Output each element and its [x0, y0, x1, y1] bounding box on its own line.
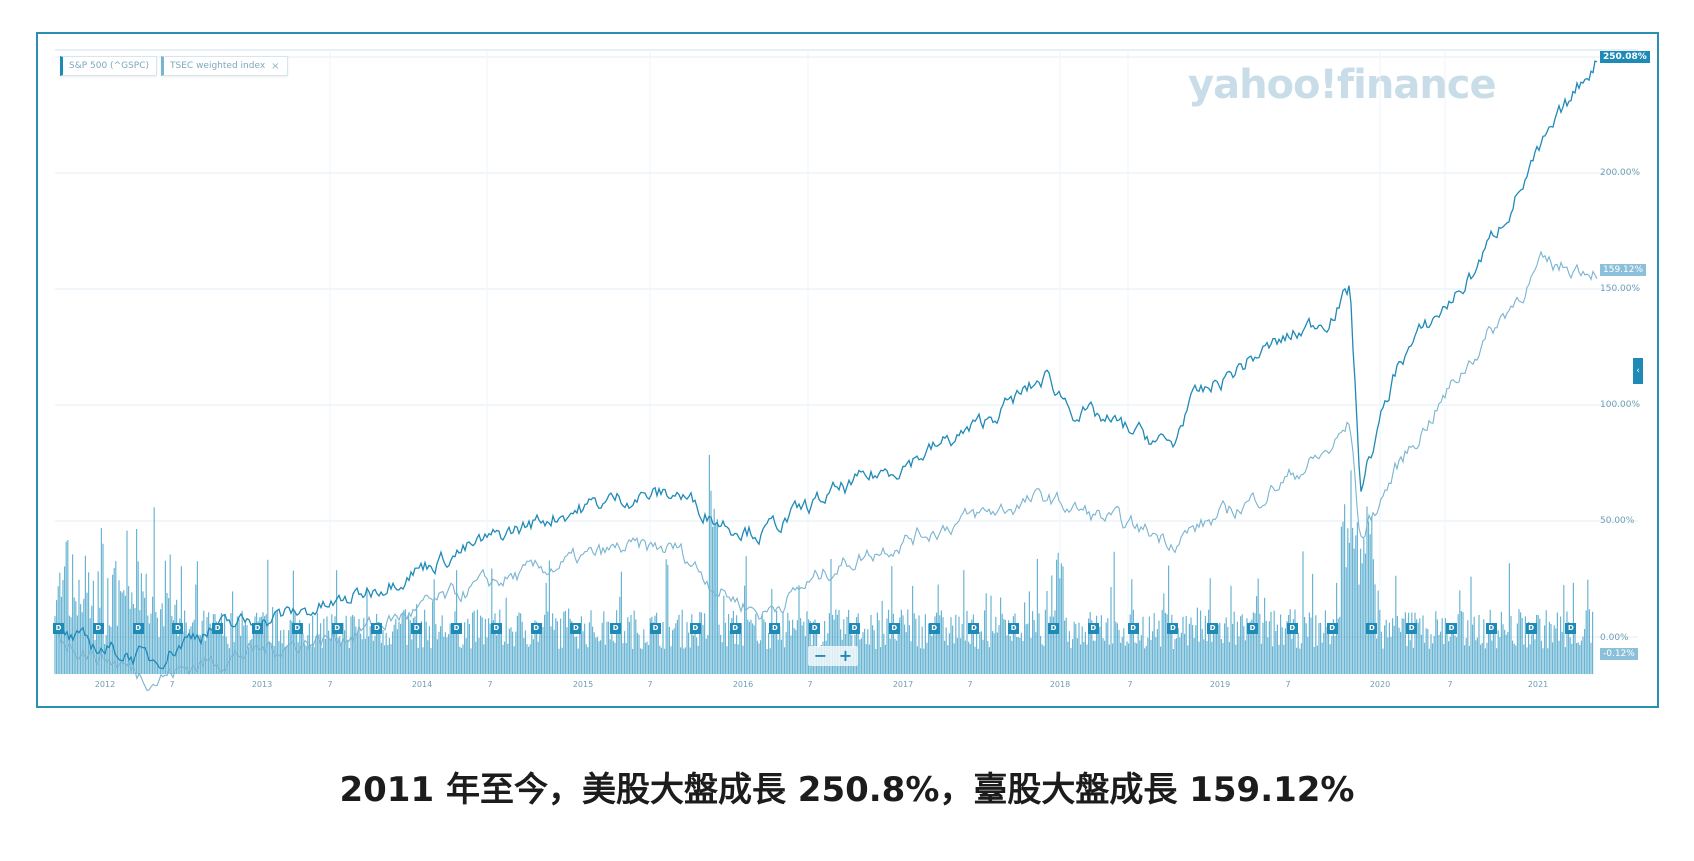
dividend-marker[interactable]: D — [371, 623, 383, 634]
dividend-marker[interactable]: D — [570, 623, 582, 634]
legend-label: TSEC weighted index — [170, 61, 266, 71]
x-axis-year-label: 2020 — [1369, 680, 1391, 689]
legend: S&P 500 (^GSPC) TSEC weighted index × — [60, 56, 288, 76]
dividend-marker[interactable]: D — [1366, 623, 1378, 634]
y-axis-label: 100.00% — [1600, 400, 1641, 410]
dividend-marker[interactable]: D — [1008, 623, 1020, 634]
dividend-marker[interactable]: D — [1525, 623, 1537, 634]
dividend-marker[interactable]: D — [1167, 623, 1179, 634]
legend-label: S&P 500 (^GSPC) — [69, 61, 150, 71]
legend-chip-twse[interactable]: TSEC weighted index × — [161, 56, 288, 76]
caption: 2011 年至今，美股大盤成長 250.8%，臺股大盤成長 159.12% — [339, 770, 1355, 810]
x-axis-mid-label: 7 — [1285, 680, 1291, 689]
chart-plot[interactable] — [0, 0, 1694, 720]
x-axis-mid-label: 7 — [169, 680, 175, 689]
dividend-marker[interactable]: D — [769, 623, 781, 634]
dividend-marker[interactable]: D — [490, 623, 502, 634]
dividend-marker[interactable]: D — [172, 623, 184, 634]
zoom-controls: − + — [808, 646, 858, 666]
dividend-marker[interactable]: D — [212, 623, 224, 634]
dividend-marker[interactable]: D — [132, 623, 144, 634]
dividend-marker[interactable]: D — [928, 623, 940, 634]
chart-frame — [36, 32, 1659, 708]
dividend-marker[interactable]: D — [1048, 623, 1059, 634]
zoom-in-button[interactable]: + — [838, 646, 853, 665]
dividend-marker[interactable]: D — [411, 623, 423, 634]
dividend-marker[interactable]: D — [451, 623, 462, 634]
dividend-marker[interactable]: D — [1127, 623, 1139, 634]
y-axis-label: 0.00% — [1600, 633, 1629, 643]
y-axis-label: 250.08% — [1600, 51, 1650, 63]
x-axis-year-label: 2012 — [94, 680, 116, 689]
x-axis-mid-label: 7 — [807, 680, 813, 689]
dividend-marker[interactable]: D — [530, 623, 542, 634]
y-axis-label: 50.00% — [1600, 516, 1635, 526]
legend-chip-sp500[interactable]: S&P 500 (^GSPC) — [60, 56, 158, 76]
dividend-marker[interactable]: D — [1326, 623, 1338, 634]
x-axis-year-label: 2017 — [892, 680, 914, 689]
dividend-marker[interactable]: D — [888, 623, 900, 634]
close-icon[interactable]: × — [271, 60, 280, 72]
x-axis-year-label: 2019 — [1209, 680, 1231, 689]
dividend-marker[interactable]: D — [291, 623, 303, 634]
dividend-marker[interactable]: D — [1485, 623, 1497, 634]
dividend-marker[interactable]: D — [1207, 623, 1219, 634]
dividend-marker[interactable]: D — [92, 623, 104, 634]
dividend-marker[interactable]: D — [650, 623, 661, 634]
dividend-marker[interactable]: D — [53, 623, 64, 634]
x-axis-mid-label: 7 — [647, 680, 653, 689]
x-axis-mid-label: 7 — [487, 680, 493, 689]
dividend-marker[interactable]: D — [252, 623, 263, 634]
dividend-marker[interactable]: D — [610, 623, 622, 634]
x-axis-year-label: 2021 — [1527, 680, 1549, 689]
dividend-marker[interactable]: D — [1446, 623, 1457, 634]
dividend-marker[interactable]: D — [729, 623, 741, 634]
x-axis-mid-label: 7 — [1447, 680, 1453, 689]
dividend-marker[interactable]: D — [689, 623, 701, 634]
zoom-out-button[interactable]: − — [813, 646, 828, 665]
x-axis-mid-label: 7 — [327, 680, 333, 689]
dividend-marker[interactable]: D — [1247, 623, 1258, 634]
y-axis-label: -0.12% — [1600, 648, 1638, 660]
dividend-marker[interactable]: D — [849, 623, 860, 634]
dividend-marker[interactable]: D — [1406, 623, 1418, 634]
dividend-marker[interactable]: D — [1565, 623, 1577, 634]
dividend-marker[interactable]: D — [809, 623, 821, 634]
x-axis-year-label: 2013 — [251, 680, 273, 689]
y-axis-label: 200.00% — [1600, 168, 1641, 178]
dividend-marker[interactable]: D — [1087, 623, 1099, 634]
x-axis-year-label: 2016 — [732, 680, 754, 689]
collapse-panel-button[interactable]: ‹ — [1633, 358, 1643, 384]
y-axis-label: 159.12% — [1600, 264, 1647, 276]
x-axis-year-label: 2015 — [572, 680, 594, 689]
dividend-marker[interactable]: D — [968, 623, 980, 634]
dividend-marker[interactable]: D — [1286, 623, 1298, 634]
x-axis-mid-label: 7 — [967, 680, 973, 689]
y-axis-label: 150.00% — [1600, 284, 1641, 294]
x-axis-year-label: 2014 — [411, 680, 433, 689]
x-axis-mid-label: 7 — [1127, 680, 1133, 689]
dividend-marker[interactable]: D — [331, 623, 343, 634]
x-axis-year-label: 2018 — [1049, 680, 1071, 689]
